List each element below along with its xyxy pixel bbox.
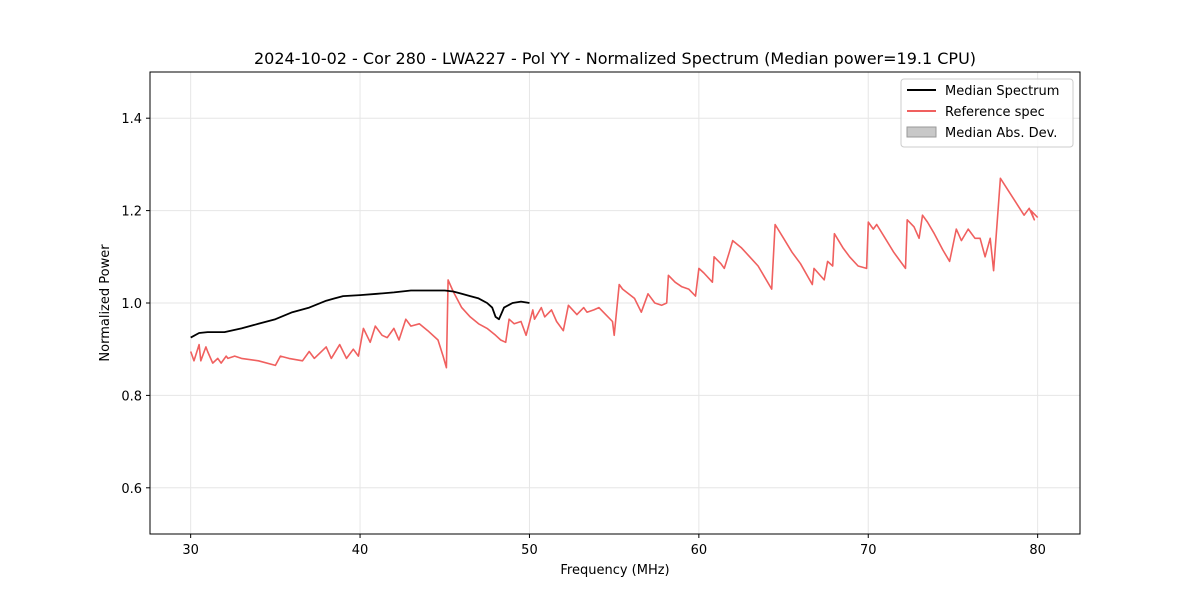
series-layer — [189, 177, 1039, 369]
legend-label-median-spectrum: Median Spectrum — [945, 84, 1059, 99]
y-tick-label: 0.6 — [121, 482, 142, 497]
legend: Median Spectrum Reference spec Median Ab… — [900, 78, 1074, 148]
legend-swatch-median-abs-dev — [906, 126, 937, 138]
x-tick-label: 80 — [1029, 543, 1046, 558]
x-tick-label: 60 — [691, 543, 708, 558]
y-tick-label: 1.2 — [121, 205, 142, 220]
series-line-median-spectrum — [190, 289, 530, 339]
x-tick-label: 30 — [182, 543, 199, 558]
legend-label-median-abs-dev: Median Abs. Dev. — [945, 126, 1057, 141]
series-line-reference-spec — [189, 177, 1039, 369]
chart-title: 2024-10-02 - Cor 280 - LWA227 - Pol YY -… — [254, 49, 976, 68]
ticks: 30 40 50 60 70 80 0.6 0.8 1.0 1.2 1.4 — [121, 112, 1046, 558]
x-tick-label: 70 — [860, 543, 877, 558]
x-axis-label: Frequency (MHz) — [560, 563, 669, 578]
y-tick-label: 1.4 — [121, 112, 142, 127]
y-tick-label: 0.8 — [121, 389, 142, 404]
x-tick-label: 40 — [352, 543, 369, 558]
legend-box — [900, 78, 1074, 148]
legend-label-reference-spec: Reference spec — [945, 105, 1045, 120]
y-tick-label: 1.0 — [121, 297, 142, 312]
x-tick-label: 50 — [521, 543, 538, 558]
y-axis-label: Normalized Power — [98, 244, 113, 362]
